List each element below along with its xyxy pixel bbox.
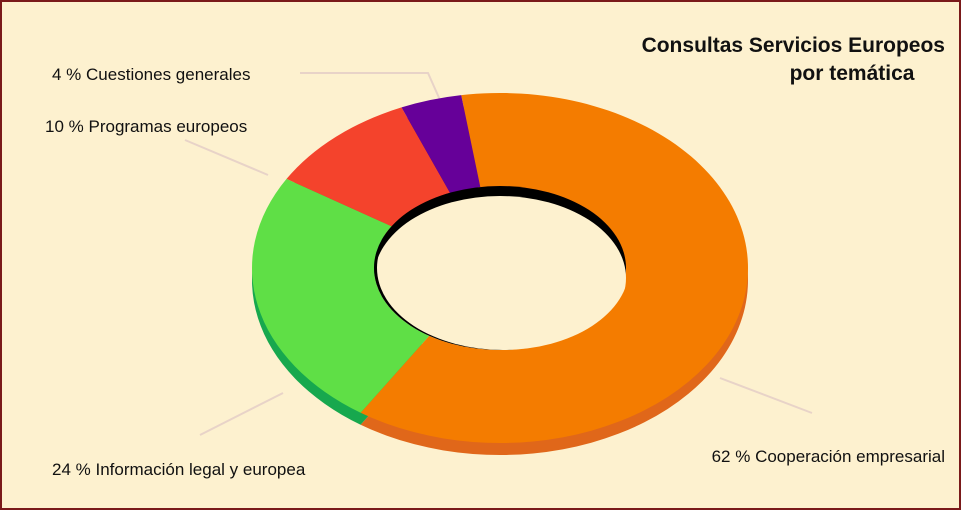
- slice: [286, 107, 450, 227]
- data-label: 10 % Programas europeos: [45, 117, 247, 136]
- data-label: 4 % Cuestiones generales: [52, 65, 250, 84]
- hole: [377, 196, 626, 350]
- category-label: Información legal y europea: [95, 460, 305, 479]
- chart-title: Consultas Servicios Europeos: [642, 34, 945, 57]
- slice: [360, 93, 749, 444]
- category-label: Cooperación empresarial: [755, 447, 945, 466]
- value-label: 4 %: [52, 65, 81, 84]
- value-label: 24 %: [52, 460, 91, 479]
- leader-lines: [184, 72, 813, 436]
- chart-title: por temática: [790, 62, 915, 85]
- hole-floor: [377, 196, 626, 350]
- category-label: Cuestiones generales: [86, 65, 250, 84]
- value-label: 10 %: [45, 117, 84, 136]
- data-label: 24 % Información legal y europea: [52, 460, 306, 479]
- data-label: 62 % Cooperación empresarial: [712, 447, 945, 466]
- value-label: 62 %: [712, 447, 751, 466]
- category-label: Programas europeos: [88, 117, 247, 136]
- slice: [252, 178, 430, 413]
- slice: [401, 95, 481, 193]
